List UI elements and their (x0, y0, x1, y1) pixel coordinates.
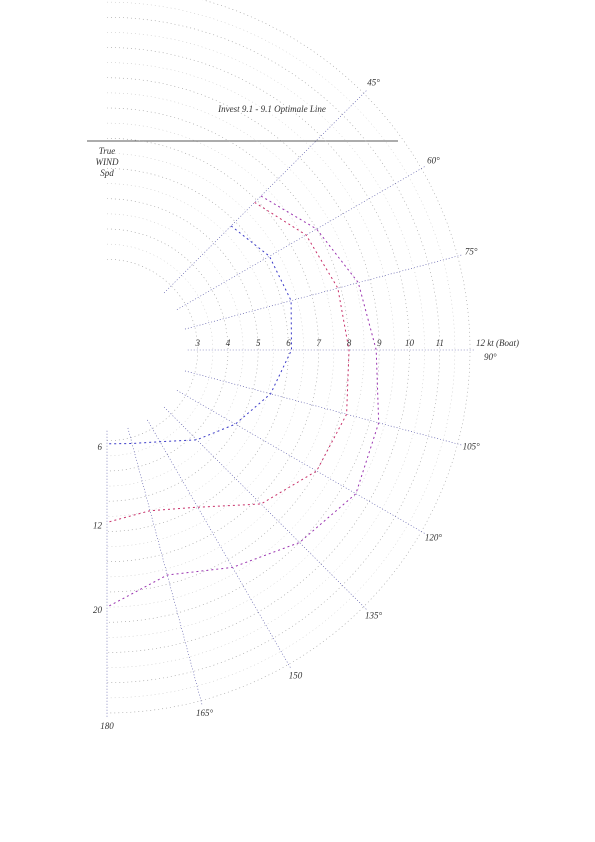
ring (106, 258, 199, 442)
r-tick-label: 3 (195, 338, 201, 348)
radial-line (184, 370, 462, 446)
angle-label: 120° (425, 533, 443, 543)
ring (106, 47, 410, 653)
angle-label: 60° (427, 156, 440, 166)
series-label: 12 (93, 520, 103, 530)
angle-label: 180 (100, 721, 114, 731)
minor-ring (106, 92, 365, 608)
ring (106, 107, 350, 593)
angle-label: 45° (367, 77, 380, 87)
minor-ring (106, 32, 425, 668)
ring (106, 198, 259, 502)
radial-line (176, 390, 425, 534)
radial-line (184, 254, 462, 330)
r-tick-label: 10 (405, 338, 415, 348)
polar-curve (106, 225, 293, 445)
r-tick-label: 12 kt (Boat) (476, 338, 519, 348)
polar-curve (106, 195, 380, 608)
r-tick-label: 8 (347, 338, 352, 348)
angle-label: 75° (465, 246, 478, 256)
minor-ring (106, 153, 304, 547)
radial-line (163, 90, 367, 294)
r-tick-label: 5 (256, 338, 261, 348)
minor-ring (106, 62, 395, 638)
chart-title: Invest 9.1 - 9.1 Optimale Line (217, 104, 326, 114)
series-label: 6 (98, 442, 103, 452)
legend-title: True (99, 146, 116, 156)
legend-title: WIND (96, 157, 119, 167)
ring (106, 0, 471, 714)
angle-label: 150 (289, 671, 303, 681)
r-tick-label: 7 (317, 338, 322, 348)
angle-label: 165° (196, 708, 214, 718)
legend-title: Spd (100, 168, 114, 178)
minor-ring (106, 213, 244, 487)
r-tick-label: 11 (436, 338, 444, 348)
angle-label: 135° (365, 611, 383, 621)
polar-curve (106, 201, 350, 523)
r-tick-label: 9 (377, 338, 382, 348)
angle-label: 90° (484, 352, 497, 362)
minor-ring (106, 122, 335, 578)
ring (106, 16, 440, 684)
minor-ring (106, 1, 456, 699)
radial-line (163, 406, 367, 610)
ring (106, 168, 289, 532)
r-tick-label: 6 (286, 338, 291, 348)
radial-line (127, 427, 203, 705)
series-label: 20 (93, 605, 103, 615)
ring (106, 137, 319, 563)
r-tick-label: 4 (226, 338, 231, 348)
angle-label: 105° (463, 442, 481, 452)
